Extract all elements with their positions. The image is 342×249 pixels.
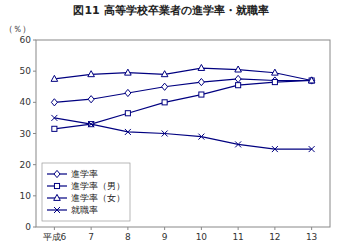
x-tick-label: 12: [269, 232, 280, 242]
point: [88, 71, 95, 77]
x-tick: [127, 227, 128, 230]
point: [88, 96, 94, 103]
x-tick: [54, 227, 55, 230]
point: [308, 77, 315, 83]
point: [161, 71, 168, 77]
legend-box: [42, 163, 130, 221]
series-line: [54, 81, 311, 129]
series: [51, 75, 314, 106]
legend-label: 進学率: [71, 169, 98, 179]
series: [52, 78, 314, 131]
point: [235, 75, 241, 82]
legend-label: 進学率（女）: [71, 193, 125, 203]
x-tick-label: 9: [162, 232, 168, 242]
point: [199, 92, 204, 97]
y-tick: [33, 195, 36, 196]
x-tick-label: 8: [125, 232, 131, 242]
legend-label: 進学率（男）: [71, 181, 125, 191]
x-tick: [311, 227, 312, 230]
point: [162, 83, 168, 90]
x-tick-label: 7: [88, 232, 94, 242]
y-tick: [33, 102, 36, 103]
x-tick-label: 13: [306, 232, 317, 242]
x-tick: [274, 227, 275, 230]
point: [236, 83, 241, 88]
point: [272, 80, 277, 85]
y-tick: [33, 227, 36, 228]
point: [125, 111, 130, 116]
x-tick-label: 11: [232, 232, 243, 242]
point: [198, 78, 204, 85]
y-tick-label: 30: [20, 129, 32, 139]
y-tick: [33, 71, 36, 72]
point: [88, 121, 94, 127]
point: [272, 69, 279, 75]
legend: 進学率進学率（男） 進学率（女） 就職率: [42, 163, 130, 221]
point: [125, 129, 131, 135]
x-tick: [164, 227, 165, 230]
y-tick: [33, 40, 36, 41]
legend-marker: [54, 207, 60, 213]
y-tick-label: 0: [25, 222, 31, 232]
series-line: [54, 68, 311, 80]
y-axis-label: （％）: [4, 24, 31, 34]
y-tick: [33, 133, 36, 134]
y-tick-label: 50: [20, 66, 32, 76]
y-tick-label: 20: [20, 160, 32, 170]
point: [125, 69, 132, 75]
point: [51, 75, 58, 81]
x-tick-label: 平成6: [43, 232, 67, 242]
legend-label: 就職率: [71, 205, 98, 215]
series: [51, 115, 314, 152]
point: [272, 146, 278, 152]
point: [198, 64, 205, 70]
series-line: [54, 118, 311, 149]
legend-marker: [54, 170, 60, 177]
x-tick: [201, 227, 202, 230]
point: [272, 77, 278, 84]
point: [52, 126, 57, 131]
point: [235, 66, 242, 72]
y-tick: [33, 164, 36, 165]
point: [51, 115, 57, 121]
point: [162, 131, 168, 137]
chart: 図11 高等学校卒業者の進学率・就職率 （％） 0 10 20 30 40 50 60 平成6 7 8…: [0, 0, 342, 249]
point: [51, 99, 57, 106]
x-tick: [91, 227, 92, 230]
point: [125, 89, 131, 96]
point: [198, 134, 204, 140]
point: [235, 141, 241, 147]
title: 図11 高等学校卒業者の進学率・就職率: [73, 4, 268, 17]
x-tick: [238, 227, 239, 230]
point: [309, 77, 315, 84]
y-tick-label: 40: [20, 97, 32, 107]
legend-marker: [54, 183, 59, 188]
point: [162, 100, 167, 105]
legend-marker: [54, 194, 61, 200]
x-tick-label: 10: [196, 232, 208, 242]
y-tick-label: 10: [20, 191, 32, 201]
series: [51, 64, 315, 82]
plot-area: [51, 64, 315, 152]
plot-frame: [36, 40, 330, 227]
point: [309, 146, 315, 152]
y-tick-label: 60: [20, 35, 32, 45]
